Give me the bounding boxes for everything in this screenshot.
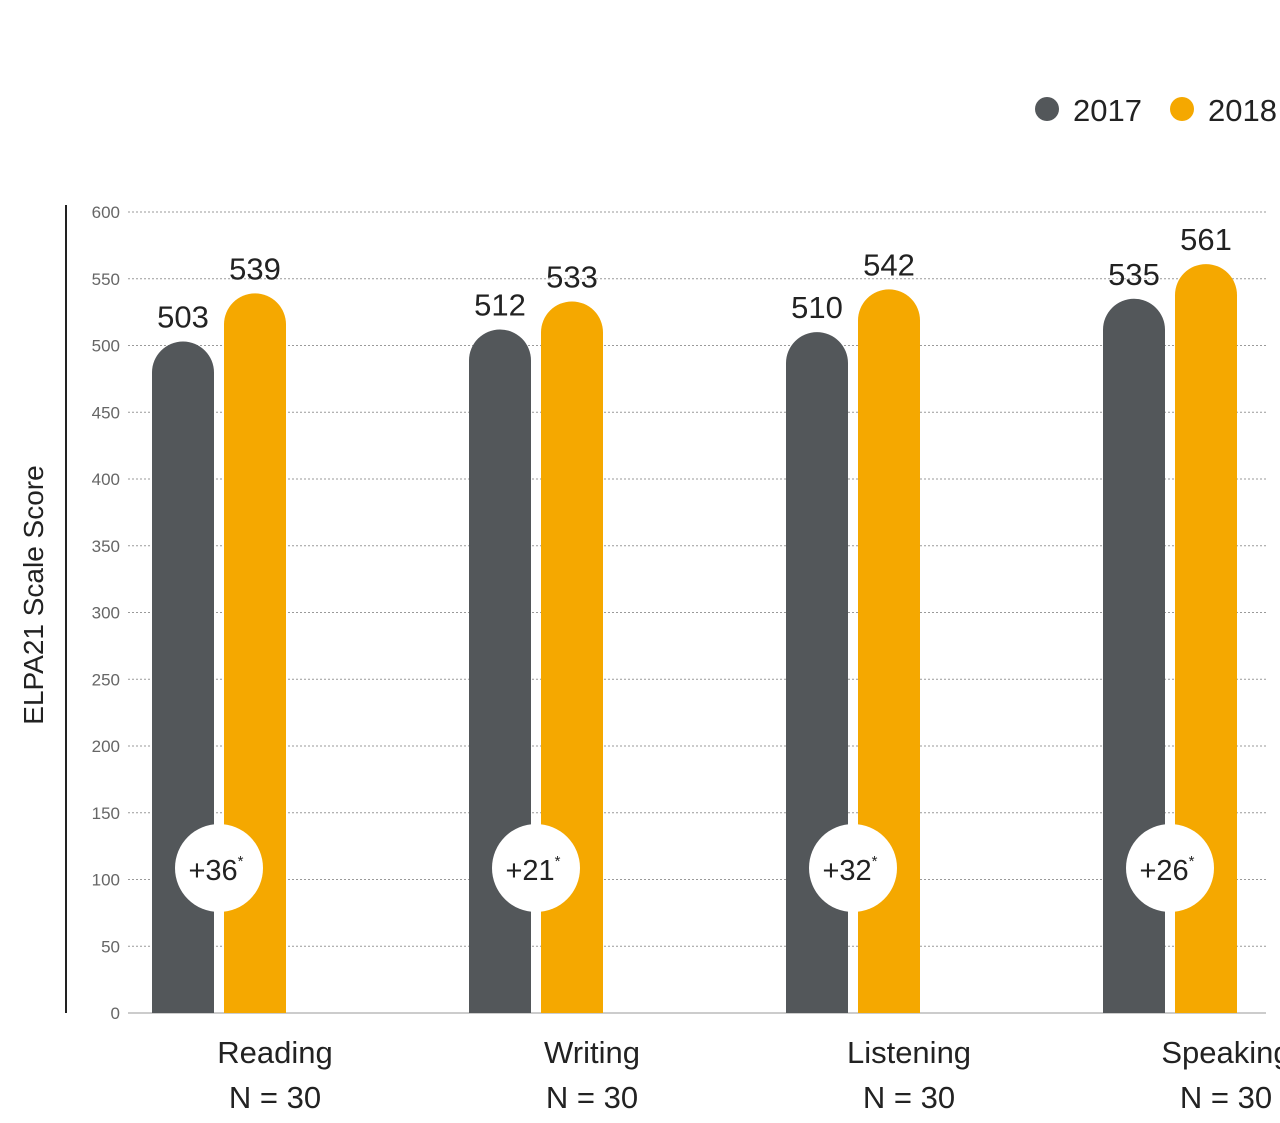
value-label: 561 [1180, 222, 1232, 257]
bar-writing-2017 [469, 329, 531, 1014]
y-tick-label: 250 [92, 670, 120, 689]
value-labels: 503 539 512 533 510 542 535 561 [157, 222, 1232, 334]
y-tick-label: 350 [92, 537, 120, 556]
difference-value: +26 [1139, 855, 1188, 887]
category-sublabel: N = 30 [229, 1080, 321, 1115]
bars [152, 264, 1237, 1014]
difference-badge-circle [492, 824, 580, 912]
difference-badges: +36* +21* +32* +26* [175, 824, 1214, 912]
significance-marker: * [555, 853, 561, 870]
y-tick-label: 450 [92, 403, 120, 422]
difference-label: +26* [1139, 853, 1194, 887]
y-tick-label: 300 [92, 604, 120, 623]
category-label-writing: Writing [544, 1035, 640, 1070]
difference-badge-circle [175, 824, 263, 912]
value-label: 503 [157, 299, 209, 334]
category-labels: Reading N = 30 Writing N = 30 Listening N = 3… [217, 1035, 1280, 1115]
category-label-listening: Listening [847, 1035, 971, 1070]
difference-label: +36* [188, 853, 243, 887]
difference-value: +32 [822, 855, 871, 887]
y-tick-label: 400 [92, 470, 120, 489]
legend-label: 2017 [1073, 93, 1142, 128]
value-label: 510 [791, 290, 843, 325]
difference-badge-circle [1126, 824, 1214, 912]
significance-marker: * [238, 853, 244, 870]
bar-listening-2017 [786, 332, 848, 1013]
difference-value: +36 [188, 855, 237, 887]
legend-marker-2017 [1035, 97, 1059, 121]
category-sublabel: N = 30 [1180, 1080, 1272, 1115]
value-label: 539 [229, 251, 281, 286]
legend: 2017 2018 [1035, 93, 1277, 128]
difference-badge-circle [809, 824, 897, 912]
difference-label: +21* [505, 853, 560, 887]
y-tick-labels: 0 50 100 150 200 250 300 350 400 450 500 550 600 [92, 203, 120, 1023]
legend-marker-2018 [1170, 97, 1194, 121]
difference-label: +32* [822, 853, 877, 887]
y-tick-label: 100 [92, 871, 120, 890]
value-label: 533 [546, 259, 598, 294]
significance-marker: * [1189, 853, 1195, 870]
category-label-reading: Reading [217, 1035, 332, 1070]
category-sublabel: N = 30 [863, 1080, 955, 1115]
legend-label: 2018 [1208, 93, 1277, 128]
y-axis-label: ELPA21 Scale Score [18, 465, 49, 724]
y-tick-label: 150 [92, 804, 120, 823]
category-sublabel: N = 30 [546, 1080, 638, 1115]
y-tick-label: 550 [92, 270, 120, 289]
value-label: 542 [863, 247, 915, 282]
gridlines [128, 211, 1266, 1014]
bar-speaking-2018 [1175, 264, 1237, 1013]
bar-reading-2017 [152, 341, 214, 1014]
y-tick-label: 600 [92, 203, 120, 222]
difference-value: +21 [505, 855, 554, 887]
value-label: 512 [474, 287, 526, 322]
value-label: 535 [1108, 257, 1160, 292]
significance-marker: * [872, 853, 878, 870]
category-label-speaking: Speaking [1161, 1035, 1280, 1070]
y-tick-label: 0 [111, 1004, 120, 1023]
y-tick-label: 200 [92, 737, 120, 756]
y-tick-label: 50 [101, 937, 120, 956]
y-tick-label: 500 [92, 337, 120, 356]
